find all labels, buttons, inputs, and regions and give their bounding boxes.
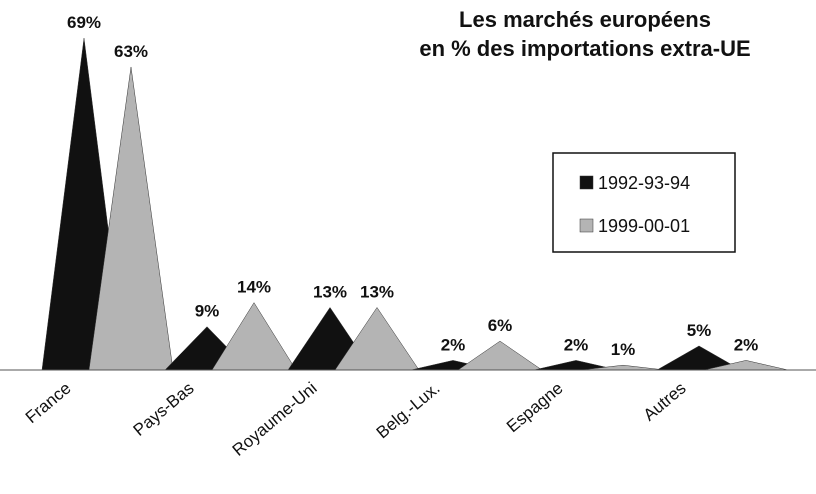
pyramid [457, 340, 543, 371]
value-label: 69% [67, 13, 101, 32]
value-label: 2% [564, 335, 589, 354]
chart-title: Les marchés européens [459, 7, 711, 32]
x-tick-label: Belg.-Lux. [373, 379, 444, 443]
legend-label: 1999-00-01 [598, 216, 690, 236]
x-tick-label: Espagne [503, 379, 567, 437]
legend-box [552, 152, 736, 253]
x-tick-label: Royaume-Uni [229, 379, 321, 460]
value-label: 2% [734, 335, 759, 354]
value-label: 13% [360, 282, 394, 301]
value-label: 1% [611, 340, 636, 359]
x-tick-label: France [22, 379, 75, 428]
x-tick-label: Pays-Bas [130, 379, 198, 440]
pyramid [211, 302, 297, 371]
value-label: 5% [687, 321, 712, 340]
value-label: 63% [114, 42, 148, 61]
legend-swatch [579, 218, 594, 233]
value-label: 9% [195, 302, 220, 321]
x-tick-label: Autres [640, 379, 690, 425]
value-label: 6% [488, 316, 513, 335]
legend-swatch [579, 175, 594, 190]
chart-title: en % des importations extra-UE [419, 36, 750, 61]
value-label: 2% [441, 335, 466, 354]
legend-label: 1992-93-94 [598, 173, 690, 193]
value-label: 14% [237, 278, 271, 297]
value-label: 13% [313, 282, 347, 301]
